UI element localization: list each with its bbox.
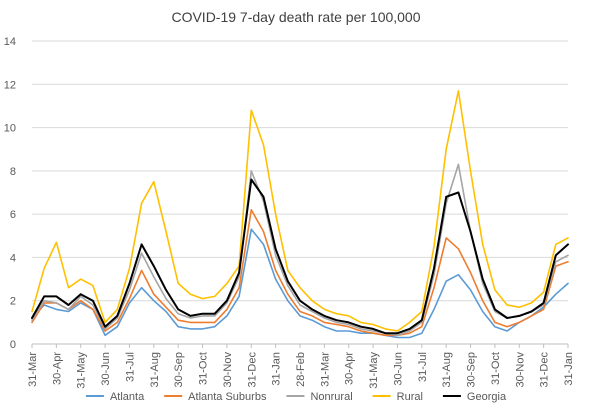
x-tick-label: 31-Aug xyxy=(149,352,161,387)
x-tick-label: 30-Nov xyxy=(514,352,526,388)
x-tick-label: 30-Jun xyxy=(392,352,404,386)
y-tick-label: 6 xyxy=(10,209,16,221)
x-tick-label: 31-Dec xyxy=(539,352,551,388)
grid xyxy=(32,40,568,345)
x-tick-label: 31-Jan xyxy=(271,352,283,386)
y-tick-label: 14 xyxy=(4,36,16,48)
chart-title: COVID-19 7-day death rate per 100,000 xyxy=(171,9,420,25)
legend-label: Nonrural xyxy=(310,391,352,403)
x-tick-label: 30-Sep xyxy=(173,352,185,387)
x-axis: 31-Mar 30-Apr 31-May 30-Jun 31-Jul 31-Aug 30-S… xyxy=(27,344,575,389)
x-tick-label: 31-Jan xyxy=(563,352,575,386)
y-tick-label: 0 xyxy=(10,339,16,351)
legend-item: Atlanta Suburbs xyxy=(164,391,267,403)
x-tick-label: 31-Mar xyxy=(319,352,331,387)
x-tick-label: 31-Aug xyxy=(441,352,453,387)
legend-label: Rural xyxy=(397,391,423,403)
x-tick-label: 31-Oct xyxy=(490,352,502,385)
y-tick-label: 12 xyxy=(4,79,16,91)
y-tick-label: 8 xyxy=(10,166,16,178)
x-tick-label: 28-Feb xyxy=(295,352,307,387)
legend-item: Atlanta xyxy=(85,391,145,403)
legend-label: Atlanta xyxy=(110,391,145,403)
x-tick-label: 31-Mar xyxy=(27,352,39,387)
x-tick-label: 31-Jul xyxy=(417,352,429,382)
legend-item: Nonrural xyxy=(286,391,353,403)
series-layer xyxy=(31,90,569,339)
legend-label: Atlanta Suburbs xyxy=(188,391,267,403)
series-line-georgia xyxy=(31,178,569,335)
x-tick-label: 31-May xyxy=(368,352,380,389)
x-tick-label: 31-May xyxy=(76,352,88,389)
x-tick-label: 31-Dec xyxy=(246,352,258,388)
y-tick-label: 4 xyxy=(10,252,16,264)
x-tick-label: 30-Jun xyxy=(100,352,112,386)
series-line-atlanta xyxy=(31,228,569,339)
x-tick-label: 30-Apr xyxy=(344,352,356,385)
x-tick-label: 30-Nov xyxy=(222,352,234,388)
y-tick-label: 10 xyxy=(4,123,16,135)
y-axis: 0 2 4 6 8 10 12 14 xyxy=(4,36,16,351)
x-tick-label: 30-Sep xyxy=(466,352,478,387)
legend-label: Georgia xyxy=(467,391,507,403)
legend: Atlanta Atlanta Suburbs Nonrural Rural Georg… xyxy=(85,391,507,403)
legend-item: Georgia xyxy=(442,391,507,403)
legend-item: Rural xyxy=(372,391,423,403)
x-tick-label: 31-Oct xyxy=(198,352,210,385)
series-line-atlanta-suburbs xyxy=(31,209,569,337)
x-tick-label: 31-Jul xyxy=(124,352,136,382)
series-line-rural xyxy=(31,90,569,332)
y-tick-label: 2 xyxy=(10,296,16,308)
x-tick-label: 30-Apr xyxy=(51,352,63,385)
